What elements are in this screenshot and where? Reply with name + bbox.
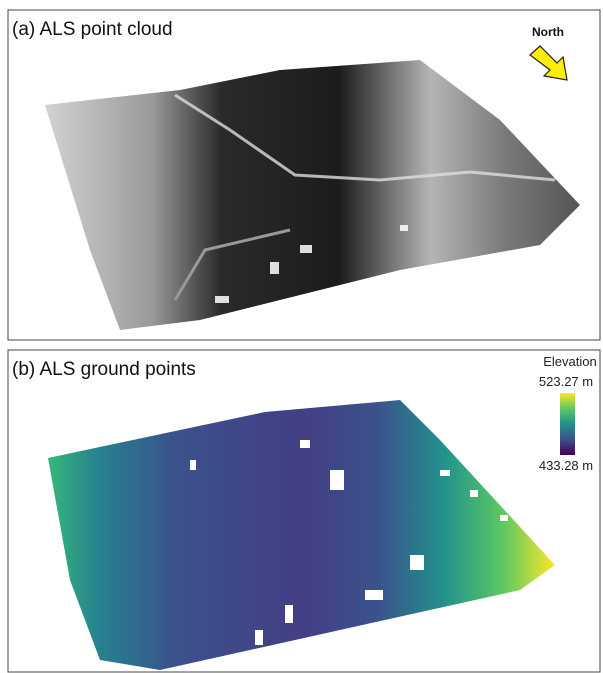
page: {"panel_a": {"title": "(a) ALS point clo…: [0, 0, 603, 673]
colorbar: [560, 393, 575, 455]
panel-title: (b) ALS ground points: [12, 359, 196, 380]
north-label: North: [532, 25, 564, 39]
panel-title: (a) ALS point cloud: [12, 19, 173, 40]
legend-title: Elevation: [543, 354, 596, 369]
point-cloud: [45, 60, 580, 330]
figure: (a) ALS point cloud North (b) ALS ground…: [0, 0, 603, 673]
legend-max: 523.27 m: [539, 374, 593, 389]
legend-min: 433.28 m: [539, 458, 593, 473]
north-arrow: [530, 46, 567, 80]
